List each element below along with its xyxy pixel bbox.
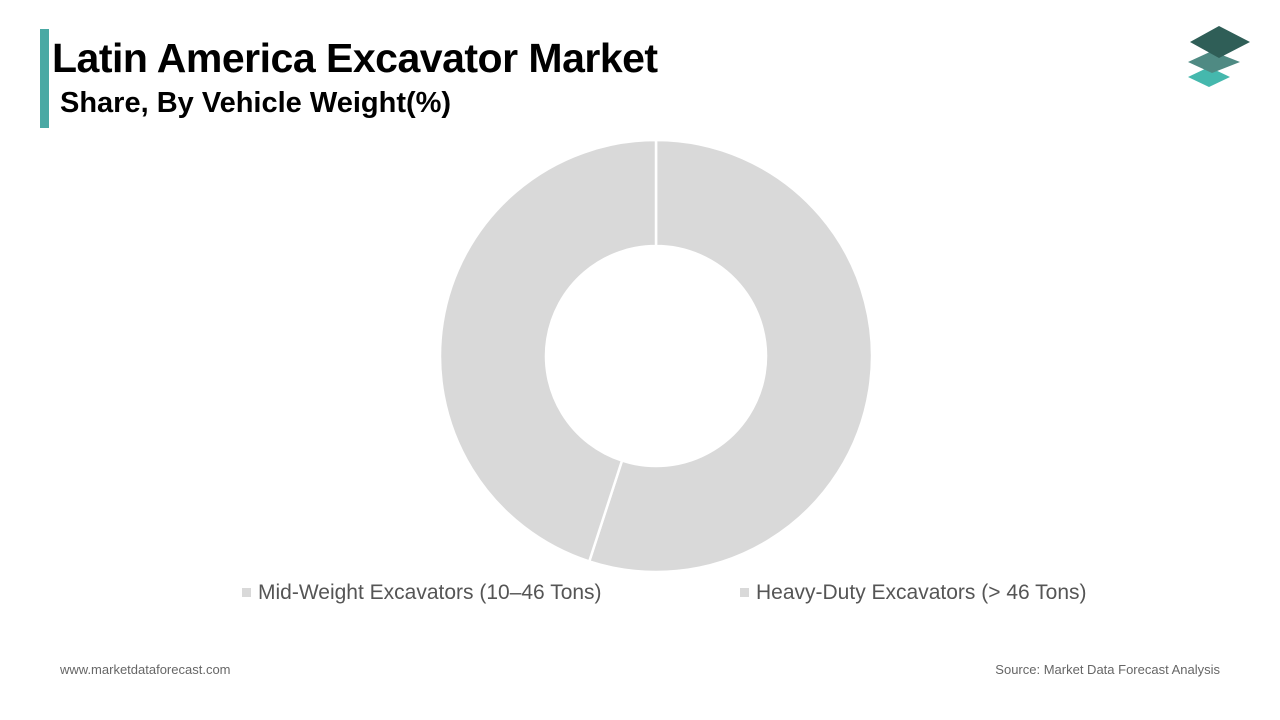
footer-website: www.marketdataforecast.com	[60, 662, 231, 677]
logo-layer-top	[1190, 26, 1250, 58]
chart-title: Latin America Excavator Market	[52, 35, 658, 81]
title-accent-bar	[40, 29, 49, 128]
donut-slice-1	[587, 138, 874, 574]
legend-marker-2	[740, 588, 749, 597]
logo-layer-bottom	[1188, 67, 1230, 87]
chart-subtitle: Share, By Vehicle Weight(%)	[60, 87, 452, 119]
legend-label-1: Mid-Weight Excavators (10–46 Tons)	[258, 581, 602, 604]
logo-icon	[1188, 26, 1250, 87]
footer-source: Source: Market Data Forecast Analysis	[995, 662, 1220, 677]
legend-label-2: Heavy-Duty Excavators (> 46 Tons)	[756, 581, 1087, 604]
logo-layer-middle	[1188, 51, 1240, 73]
donut-slice-2	[438, 138, 658, 564]
donut-slices	[438, 138, 874, 574]
legend-marker-1	[242, 588, 251, 597]
chart-legend: Mid-Weight Excavators (10–46 Tons) Heavy-…	[242, 581, 1087, 604]
